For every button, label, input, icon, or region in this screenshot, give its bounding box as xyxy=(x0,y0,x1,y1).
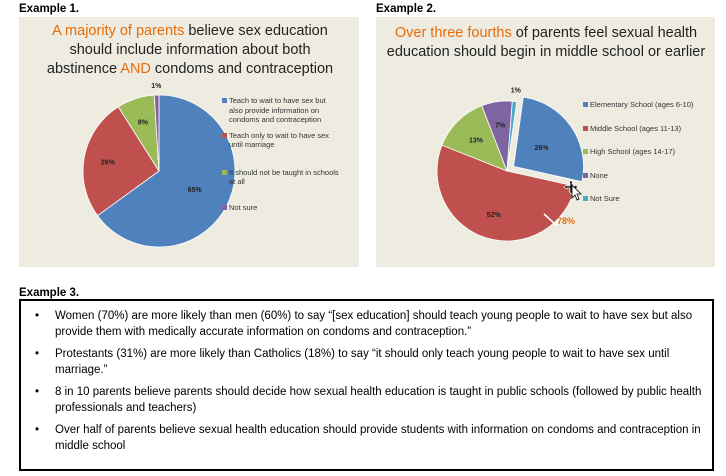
title-highlight: Over three fourths xyxy=(394,25,512,41)
legend-swatch xyxy=(222,132,227,138)
legend-label: Elementary School (ages 6-10) xyxy=(590,100,694,109)
slice-label: 13% xyxy=(469,138,484,145)
legend-item: Not sure xyxy=(222,203,340,213)
slice-label: 26% xyxy=(101,159,116,166)
list-item: • Protestants (31%) are more likely than … xyxy=(21,346,702,378)
legend-label: Teach only to wait to have sex until mar… xyxy=(229,130,330,150)
legend-label: Middle School (ages 11-13) xyxy=(590,123,682,133)
list-item-text: Protestants (31%) are more likely than C… xyxy=(55,348,670,376)
title-text: believe sex education should include inf… xyxy=(46,23,328,77)
example-3-label: Example 3. xyxy=(19,287,80,299)
bullet-icon: • xyxy=(35,348,40,360)
legend-item: High School (ages 14-17) xyxy=(583,147,711,157)
move-cursor-icon xyxy=(563,179,579,195)
legend-label: It should not be taught in schools at al… xyxy=(229,167,339,187)
slice-label: 26% xyxy=(535,145,550,152)
legend-item: None xyxy=(583,171,711,181)
legend-swatch xyxy=(222,98,227,103)
example-2-title: Over three fourths of parents feel sexua… xyxy=(386,24,706,62)
example-2-label: Example 2. xyxy=(376,3,437,15)
bullet-icon: • xyxy=(35,386,40,398)
legend-swatch xyxy=(583,102,588,107)
example-2-panel: Over three fourths of parents feel sexua… xyxy=(376,17,715,267)
legend-swatch xyxy=(583,125,588,131)
legend-item: Not Sure xyxy=(583,194,711,204)
pie-slice xyxy=(153,94,160,172)
example-1-label: Example 1. xyxy=(19,3,80,15)
example-2-pie-chart: 26% 52% 13% 7% 1% 78% xyxy=(436,87,584,242)
pie-slice xyxy=(436,144,576,242)
bracket-annotation xyxy=(543,213,563,227)
legend-label: High School (ages 14-17) xyxy=(590,147,676,156)
pie-slice xyxy=(513,96,584,183)
example-2-legend: Elementary School (ages 6-10) Middle Sch… xyxy=(583,100,711,204)
list-item-text: Over half of parents believe sexual heal… xyxy=(55,424,701,452)
pointer-cursor-icon xyxy=(571,184,582,201)
example-1-title: A majority of parents believe sex educat… xyxy=(37,22,343,79)
legend-swatch xyxy=(222,169,227,175)
list-item-text: Women (70%) are more likely than men (60… xyxy=(55,310,693,338)
legend-swatch xyxy=(583,172,588,178)
example-3-box: • Women (70%) are more likely than men (6… xyxy=(19,299,714,471)
legend-item: Elementary School (ages 6-10) xyxy=(583,100,711,110)
legend-swatch xyxy=(583,196,588,201)
bullet-icon: • xyxy=(35,424,40,436)
legend-item: It should not be taught in schools at al… xyxy=(222,168,340,187)
legend-swatch xyxy=(222,204,227,210)
example-1-legend: Teach to wait to have sex but also provi… xyxy=(222,96,340,212)
legend-item: Middle School (ages 11-13) xyxy=(583,124,711,134)
title-text-end: condoms and contraception xyxy=(150,61,334,77)
bullet-icon: • xyxy=(35,310,40,322)
legend-label: Not sure xyxy=(229,202,258,212)
legend-label: Teach to wait to have sex but also provi… xyxy=(229,96,326,124)
pie-slice xyxy=(506,100,518,172)
example-1-panel: A majority of parents believe sex educat… xyxy=(19,17,359,267)
slice-label: 8% xyxy=(138,120,149,127)
legend-swatch xyxy=(583,149,588,154)
slice-label: 52% xyxy=(487,212,502,219)
legend-label: None xyxy=(590,170,608,180)
slice-label: 65% xyxy=(188,187,203,194)
pie-slice xyxy=(441,105,508,172)
legend-label: Not Sure xyxy=(590,194,620,203)
list-item: • Over half of parents believe sexual hea… xyxy=(21,422,702,454)
list-item: • 8 in 10 parents believe parents should … xyxy=(21,384,702,416)
list-item: • Women (70%) are more likely than men (6… xyxy=(21,308,702,340)
title-text: of parents feel sexual health education … xyxy=(386,25,706,60)
slice-label: 1% xyxy=(511,87,522,94)
slice-label: 7% xyxy=(495,122,506,129)
title-highlight: A majority of parents xyxy=(52,23,185,39)
pie-slice xyxy=(82,106,160,217)
list-item-text: 8 in 10 parents believe parents should d… xyxy=(55,386,702,414)
title-and: AND xyxy=(120,61,151,77)
findings-list: • Women (70%) are more likely than men (6… xyxy=(21,308,712,454)
example-1-pie-chart: 65% 26% 8% 1% xyxy=(82,83,236,248)
legend-item: Teach to wait to have sex but also provi… xyxy=(222,96,340,125)
slice-label: 1% xyxy=(151,83,162,90)
bracket-label: 78% xyxy=(557,216,575,226)
legend-item: Teach only to wait to have sex until mar… xyxy=(222,131,340,150)
